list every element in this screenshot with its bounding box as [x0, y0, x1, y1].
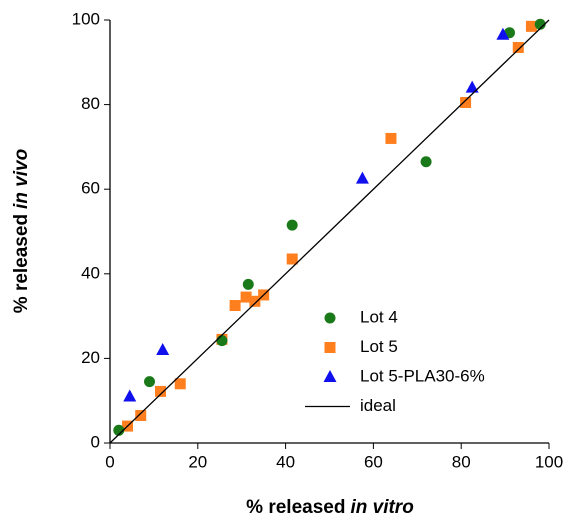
point — [286, 219, 298, 231]
point — [123, 389, 137, 402]
legend-label: ideal — [360, 396, 396, 415]
x-tick-label: 80 — [452, 452, 471, 471]
ideal-line — [109, 19, 550, 444]
legend-label: Lot 5 — [360, 337, 398, 356]
point — [144, 376, 156, 388]
legend-marker — [324, 312, 336, 324]
point — [460, 96, 472, 108]
point — [420, 156, 432, 168]
point — [242, 278, 254, 290]
legend-label: Lot 5-PLA30-6% — [360, 366, 485, 385]
x-axis-label: % released in vitro — [246, 497, 414, 518]
point — [154, 385, 166, 397]
x-label-emphasis: in vitro — [350, 497, 413, 518]
point — [174, 378, 186, 390]
point — [525, 20, 537, 32]
x-tick-label: 40 — [276, 452, 295, 471]
point — [496, 27, 510, 40]
x-tick-label: 0 — [105, 452, 114, 471]
x-tick-label: 20 — [188, 452, 207, 471]
point — [216, 335, 228, 347]
legend-marker — [324, 342, 336, 353]
y-tick-label: 100 — [72, 9, 100, 28]
y-label-emphasis: in vivo — [11, 149, 32, 209]
point — [135, 410, 147, 422]
y-tick-label: 40 — [81, 263, 100, 282]
y-label-text: % released — [11, 214, 32, 313]
point — [465, 80, 479, 93]
point — [113, 424, 125, 436]
point — [249, 295, 261, 307]
y-tick-label: 60 — [81, 179, 100, 198]
point — [240, 291, 252, 303]
y-tick-label: 80 — [81, 94, 100, 113]
x-label-text: % released — [246, 497, 345, 518]
point — [534, 18, 546, 30]
x-tick-label: 60 — [364, 452, 383, 471]
point — [156, 342, 170, 355]
y-axis-label: % released in vivo — [11, 149, 32, 313]
point — [512, 41, 524, 53]
y-tick-label: 0 — [91, 432, 100, 451]
point — [286, 253, 298, 265]
point — [385, 132, 397, 144]
y-tick-label: 20 — [81, 348, 100, 367]
x-tick-label: 100 — [535, 452, 563, 471]
point — [229, 300, 241, 312]
legend-marker — [323, 370, 337, 382]
legend-label: Lot 4 — [360, 307, 398, 326]
point — [355, 171, 369, 184]
